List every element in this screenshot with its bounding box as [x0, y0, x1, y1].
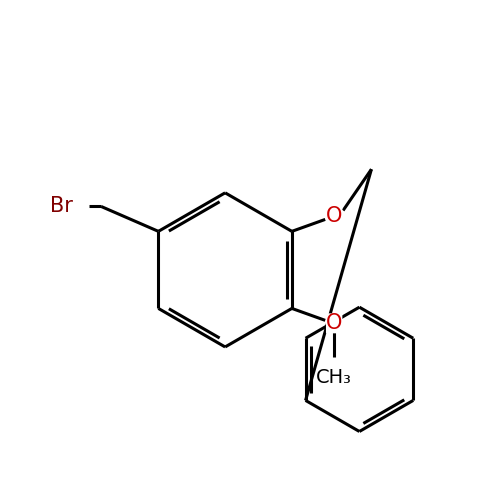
- Text: O: O: [326, 314, 342, 334]
- Text: CH₃: CH₃: [316, 368, 352, 387]
- Text: Br: Br: [50, 196, 73, 216]
- Text: O: O: [326, 206, 342, 227]
